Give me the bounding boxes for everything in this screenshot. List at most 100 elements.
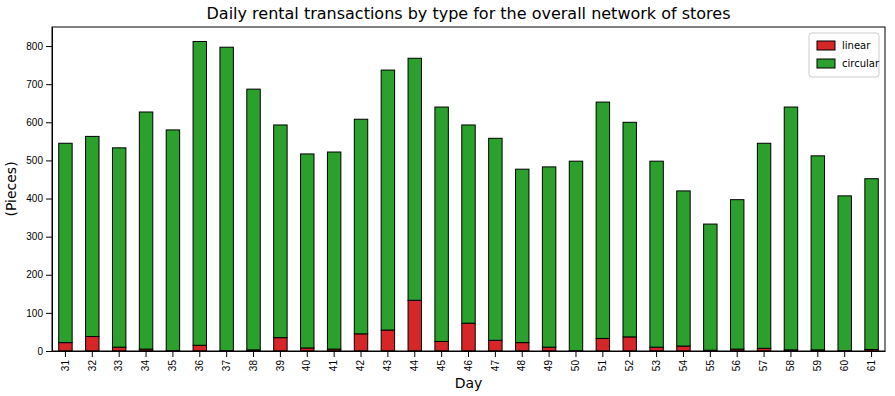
x-tick: 32 bbox=[87, 351, 98, 371]
x-tick: 61 bbox=[866, 351, 877, 371]
x-tick-label: 34 bbox=[140, 360, 151, 372]
bar bbox=[596, 338, 609, 351]
x-tick-label: 36 bbox=[194, 360, 205, 372]
bar bbox=[112, 347, 125, 351]
x-tick-mark bbox=[226, 351, 227, 357]
x-tick-mark bbox=[656, 351, 657, 357]
bar bbox=[865, 179, 878, 350]
y-tick-mark bbox=[46, 160, 52, 161]
y-axis: 0100200300400500600700800 bbox=[26, 28, 52, 357]
bar bbox=[435, 107, 448, 341]
x-tick: 54 bbox=[678, 351, 689, 371]
bar bbox=[677, 191, 690, 346]
x-tick: 36 bbox=[194, 351, 205, 371]
legend-item: linear bbox=[817, 40, 871, 51]
x-tick-mark bbox=[280, 351, 281, 357]
x-tick-label: 55 bbox=[705, 360, 716, 372]
y-tick-mark bbox=[46, 237, 52, 238]
x-tick-mark bbox=[172, 351, 173, 357]
bar bbox=[301, 154, 314, 348]
bar bbox=[677, 346, 690, 351]
x-tick-mark bbox=[522, 351, 523, 357]
x-tick-label: 41 bbox=[328, 360, 339, 372]
x-tick: 60 bbox=[839, 351, 850, 371]
y-tick: 300 bbox=[26, 231, 52, 242]
bar bbox=[462, 323, 475, 351]
bar bbox=[730, 200, 743, 349]
y-tick: 500 bbox=[26, 155, 52, 166]
y-tick: 400 bbox=[26, 193, 52, 204]
bar bbox=[569, 161, 582, 350]
series-1 bbox=[59, 41, 879, 350]
bar bbox=[516, 169, 529, 342]
bar bbox=[59, 143, 72, 342]
x-tick: 50 bbox=[570, 351, 581, 371]
x-tick: 52 bbox=[624, 351, 635, 371]
x-tick-label: 42 bbox=[355, 360, 366, 372]
bar bbox=[381, 70, 394, 330]
legend-label: linear bbox=[842, 40, 871, 51]
x-tick-label: 57 bbox=[758, 360, 769, 372]
x-tick-label: 56 bbox=[731, 360, 742, 372]
x-tick-label: 35 bbox=[167, 360, 178, 372]
x-tick-mark bbox=[119, 351, 120, 357]
legend: linearcircular bbox=[809, 33, 880, 77]
y-tick-mark bbox=[46, 199, 52, 200]
x-tick: 47 bbox=[490, 351, 501, 371]
y-tick-mark bbox=[46, 275, 52, 276]
x-tick-mark bbox=[683, 351, 684, 357]
bars bbox=[59, 41, 879, 351]
x-tick-mark bbox=[199, 351, 200, 357]
x-tick: 35 bbox=[167, 351, 178, 371]
x-tick-mark bbox=[414, 351, 415, 357]
x-tick-mark bbox=[549, 351, 550, 357]
x-tick: 45 bbox=[436, 351, 447, 371]
x-tick: 33 bbox=[113, 351, 124, 371]
bar bbox=[112, 148, 125, 347]
chart: 0100200300400500600700800313233343536373… bbox=[0, 0, 895, 396]
y-tick: 600 bbox=[26, 117, 52, 128]
x-tick-mark bbox=[387, 351, 388, 357]
x-axis: 3132333435363738394041424344454647484950… bbox=[53, 351, 886, 371]
bar bbox=[811, 156, 824, 350]
x-tick-label: 60 bbox=[839, 360, 850, 372]
bar bbox=[784, 107, 797, 350]
bar bbox=[489, 340, 502, 351]
x-tick: 46 bbox=[463, 351, 474, 371]
bar bbox=[408, 58, 421, 300]
bar bbox=[59, 343, 72, 351]
x-tick: 37 bbox=[221, 351, 232, 371]
x-tick-mark bbox=[441, 351, 442, 357]
x-tick: 58 bbox=[785, 351, 796, 371]
bar bbox=[408, 300, 421, 351]
x-tick: 57 bbox=[758, 351, 769, 371]
x-tick-label: 49 bbox=[543, 360, 554, 372]
x-tick-label: 53 bbox=[651, 360, 662, 372]
bar bbox=[139, 112, 152, 349]
y-tick-label: 500 bbox=[26, 155, 43, 166]
legend-swatch bbox=[817, 59, 835, 68]
x-tick-label: 40 bbox=[301, 360, 312, 372]
x-tick: 42 bbox=[355, 351, 366, 371]
y-tick-mark bbox=[46, 46, 52, 47]
y-tick: 0 bbox=[37, 346, 52, 357]
bar bbox=[220, 47, 233, 350]
bar bbox=[838, 196, 851, 351]
y-tick-label: 800 bbox=[26, 41, 43, 52]
x-tick-mark bbox=[253, 351, 254, 357]
bar bbox=[542, 167, 555, 347]
bar bbox=[704, 224, 717, 350]
x-tick-label: 51 bbox=[597, 360, 608, 372]
x-tick-label: 50 bbox=[570, 360, 581, 372]
x-tick: 55 bbox=[705, 351, 716, 371]
y-tick-label: 700 bbox=[26, 79, 43, 90]
x-tick-mark bbox=[334, 351, 335, 357]
x-tick-mark bbox=[871, 351, 872, 357]
x-tick: 34 bbox=[140, 351, 151, 371]
y-tick-mark bbox=[46, 122, 52, 123]
x-tick-mark bbox=[764, 351, 765, 357]
x-tick-label: 46 bbox=[463, 360, 474, 372]
x-tick-mark bbox=[495, 351, 496, 357]
bar bbox=[623, 122, 636, 337]
x-tick: 56 bbox=[731, 351, 742, 371]
